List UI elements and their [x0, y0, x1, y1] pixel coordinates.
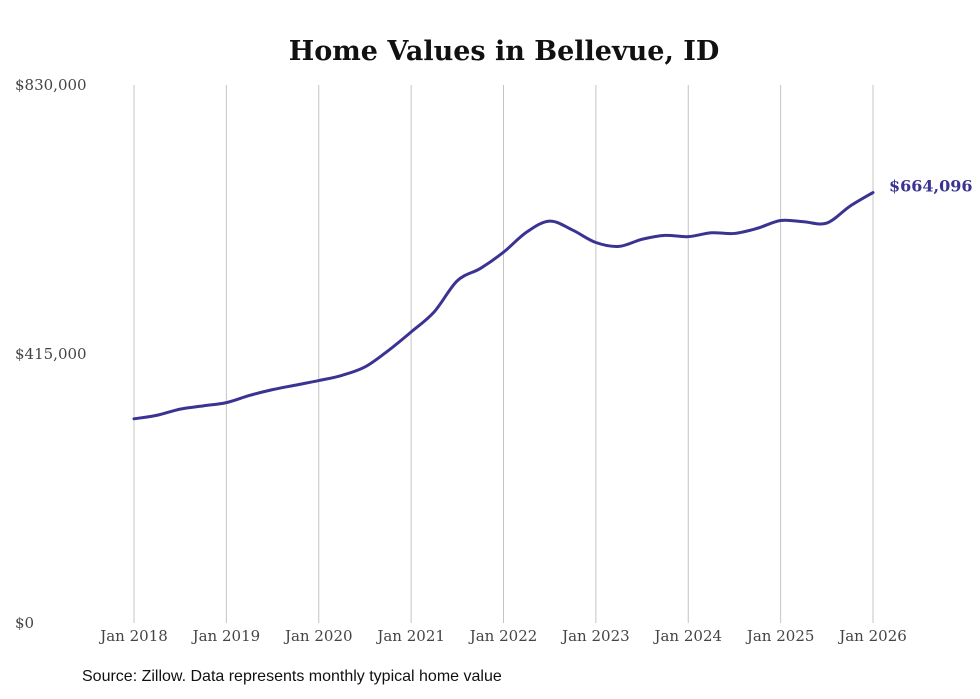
y-tick-label: $0: [15, 614, 34, 632]
x-tick-label: Jan 2019: [191, 627, 261, 645]
chart-title: Home Values in Bellevue, ID: [289, 36, 720, 67]
x-tick-label: Jan 2025: [745, 627, 815, 645]
x-tick-label: Jan 2026: [837, 627, 907, 645]
y-tick-label: $415,000: [15, 345, 87, 363]
x-tick-label: Jan 2021: [375, 627, 445, 645]
x-tick-label: Jan 2020: [283, 627, 353, 645]
x-tick-label: Jan 2018: [98, 627, 168, 645]
x-tick-label: Jan 2022: [468, 627, 538, 645]
x-tick-label: Jan 2024: [652, 627, 722, 645]
x-tick-label: Jan 2023: [560, 627, 630, 645]
series-line: [132, 191, 875, 421]
y-tick-label: $830,000: [15, 76, 87, 94]
end-value-label: $664,096: [889, 177, 973, 196]
source-note: Source: Zillow. Data represents monthly …: [82, 668, 502, 685]
